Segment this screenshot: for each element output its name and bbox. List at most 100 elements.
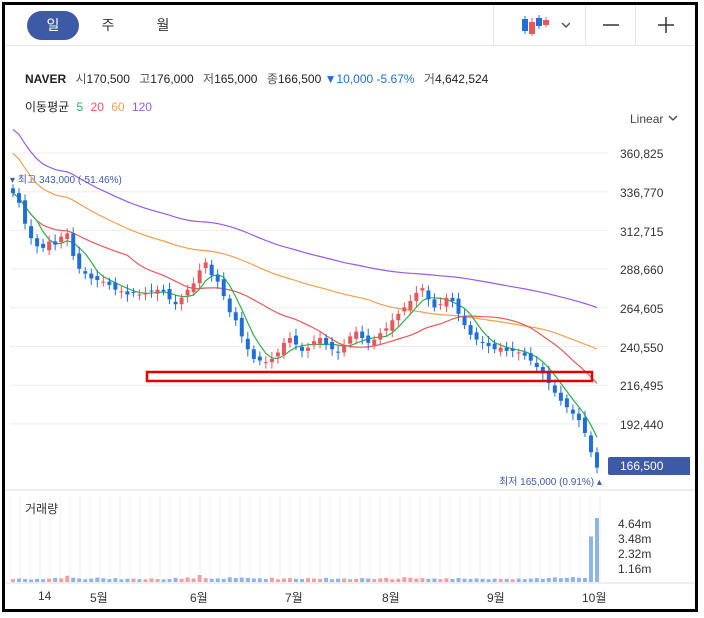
tab-day[interactable]: 일: [27, 11, 79, 40]
volume-bar: [209, 578, 214, 582]
moving-average-legend: 이동평균 5 20 60 120: [25, 98, 156, 115]
candle-body: [299, 346, 304, 351]
tab-week[interactable]: 주: [101, 17, 115, 33]
candle-body: [143, 292, 148, 295]
volume-bar: [480, 578, 485, 582]
volume-bar: [263, 578, 268, 582]
y-tick: 192,440: [620, 418, 664, 432]
zoom-in-button[interactable]: [635, 5, 696, 45]
volume-bar: [77, 578, 82, 582]
volume-bar: [504, 578, 509, 582]
candle-body: [546, 371, 551, 384]
candle-body: [336, 351, 341, 353]
y-tick: 336,770: [620, 186, 664, 200]
x-tick: 5월: [90, 591, 108, 605]
candle-body: [269, 358, 274, 363]
volume-bar: [149, 578, 154, 582]
volume-bar: [576, 577, 581, 582]
volume-bar: [17, 578, 22, 582]
candle-body: [197, 270, 202, 284]
volume-bar: [306, 578, 311, 582]
volume-bar: [390, 579, 395, 582]
volume-bar: [474, 578, 479, 582]
volume-bar: [137, 579, 142, 582]
candlestick-icon: [522, 15, 570, 36]
candle-body: [203, 262, 208, 268]
candle-body: [474, 332, 479, 340]
candle-body: [330, 342, 335, 350]
volume-bar: [426, 578, 431, 582]
volume-bar: [107, 578, 112, 582]
ma-120: 120: [131, 100, 152, 114]
candle-body: [570, 409, 575, 414]
volume-bar: [245, 578, 250, 582]
volume-bar: [293, 578, 298, 582]
candle-body: [245, 338, 250, 350]
volume-title: 거래량: [25, 502, 59, 516]
candle-body: [552, 385, 557, 393]
candle-body: [444, 297, 449, 307]
candle-body: [486, 342, 491, 347]
volume-bar: [582, 578, 587, 582]
candle-body: [35, 238, 40, 247]
volume-bar: [330, 579, 335, 582]
volume-bar: [29, 579, 34, 582]
candle-body: [414, 292, 419, 301]
candle-body: [588, 435, 593, 453]
candle-body: [540, 366, 545, 374]
low-annotation: 최저 165,000 (0.91%) ▴: [499, 477, 602, 488]
volume-bar: [185, 577, 190, 582]
candle-body: [107, 281, 112, 285]
volume-label: 거: [423, 72, 435, 86]
volume-bar: [101, 578, 106, 582]
volume-bar: [227, 577, 232, 582]
candle-body: [312, 341, 317, 346]
y-tick: 360,825: [620, 147, 664, 161]
volume-bar: [378, 578, 383, 582]
volume-bar: [23, 578, 28, 582]
candle-body: [83, 271, 88, 274]
current-price-tag: 166,500: [608, 457, 690, 475]
ma-5-line: [12, 192, 598, 438]
candle-body: [209, 264, 214, 276]
tab-month[interactable]: 월: [156, 17, 170, 33]
candle-body: [384, 328, 389, 331]
candle-body: [65, 233, 70, 239]
candle-body: [41, 243, 46, 248]
open-value: 170,500: [86, 72, 130, 86]
ma-20: 20: [90, 100, 104, 114]
candle-body: [149, 290, 154, 292]
volume-bar: [275, 579, 280, 582]
candle-body: [185, 289, 190, 296]
candle-body: [378, 333, 383, 340]
chart-type-button[interactable]: [493, 5, 586, 45]
ma-label: 이동평균: [25, 100, 70, 114]
candle-body: [456, 298, 461, 314]
volume-bar: [444, 578, 449, 582]
volume-bar: [131, 578, 136, 582]
candle-body: [360, 331, 365, 338]
candle-body: [594, 452, 599, 468]
zoom-out-button[interactable]: [585, 5, 636, 45]
volume-bar: [299, 579, 304, 582]
volume-bar: [251, 578, 256, 582]
candle-body: [504, 347, 509, 351]
candle-body: [77, 253, 82, 269]
candle-body: [275, 352, 280, 357]
candle-body: [95, 276, 100, 281]
volume-bar: [191, 578, 196, 582]
volume-bar: [342, 578, 347, 582]
high-annotation: ▾ 최고 343,000 (-51.46%): [10, 175, 122, 186]
volume-bar: [179, 578, 184, 582]
volume-bar: [438, 579, 443, 582]
candle-body: [257, 356, 262, 361]
volume-bar: [239, 577, 244, 582]
scale-dropdown[interactable]: Linear: [630, 112, 679, 126]
candle-body: [576, 413, 581, 421]
candle-body: [179, 297, 184, 305]
volume-bar: [462, 578, 467, 582]
volume-bar: [155, 578, 160, 582]
candle-body: [582, 417, 587, 433]
volume-bar: [396, 578, 401, 582]
volume-bar: [402, 577, 407, 582]
